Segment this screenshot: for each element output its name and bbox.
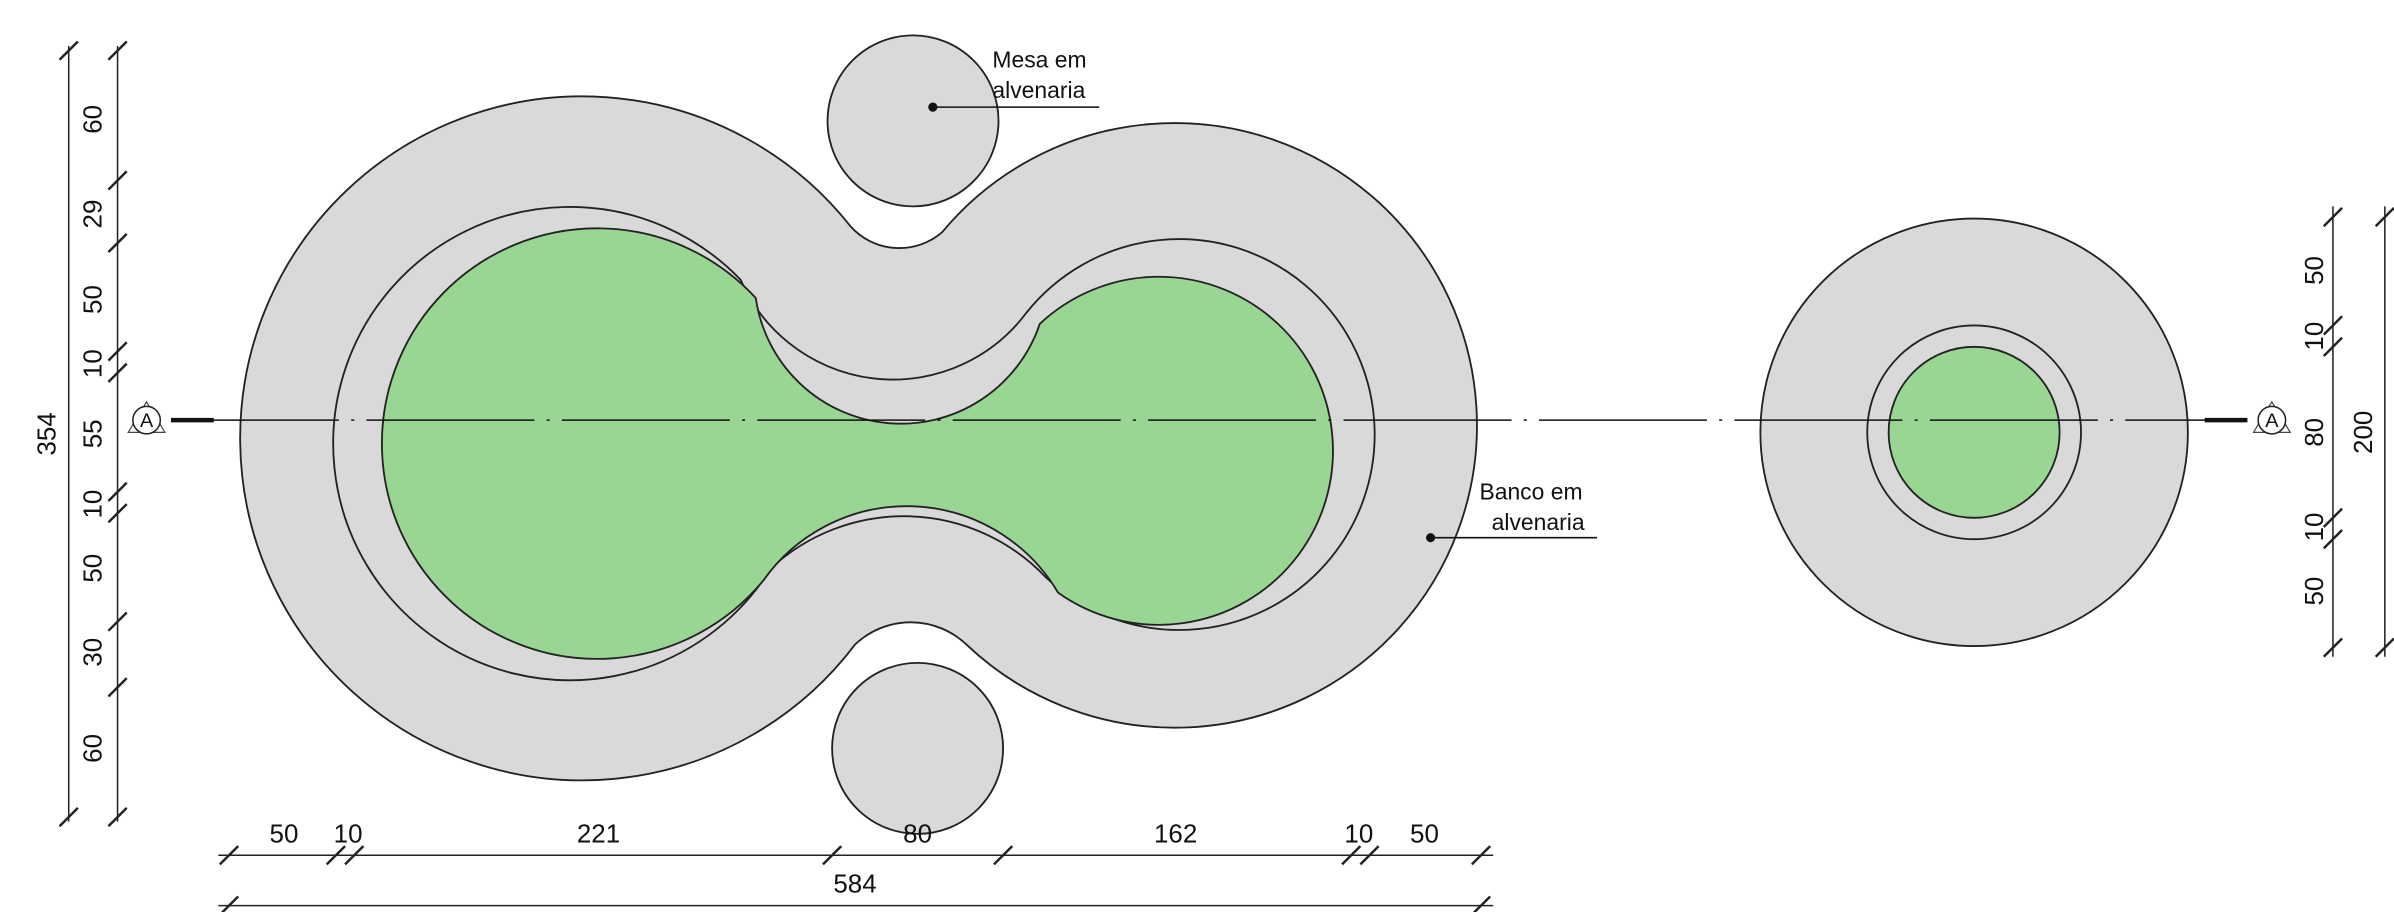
dim-tick [2322,207,2343,228]
dim-tick [107,677,128,698]
callout-text: alvenaria [1492,509,1585,535]
dim-tick [107,40,128,61]
table [831,661,1005,835]
dim-tick [2374,637,2394,658]
table [826,34,1000,208]
dim-tick [2322,315,2343,336]
dim-tick [220,895,240,912]
dim-label: 80 [2301,418,2329,447]
dim-label: 50 [1410,820,1439,848]
dim-tick [107,611,128,632]
dim-label: 80 [903,820,932,848]
dim-label: 354 [34,412,62,455]
dim-tick [822,845,843,866]
dim-label: 10 [80,490,108,519]
section-label: A [140,410,154,432]
dim-label: 162 [1154,820,1197,848]
dim-label: 10 [2301,322,2329,351]
section-marker: A [2252,400,2292,435]
dim-tick [58,807,79,828]
dim-tick [1470,845,1492,866]
dim-tick [1341,845,1362,866]
callout-text: alvenaria [992,77,1085,103]
dim-label: 50 [270,820,299,848]
dim-label: 10 [80,349,108,378]
bench-callout: Banco em alvenaria [1426,478,1598,543]
dim-tick [2322,529,2343,550]
dim-label: 10 [334,820,363,848]
dim-tick [1359,845,1380,866]
dim-tick [2374,207,2394,228]
dim-tick [107,232,128,254]
dim-label: 30 [80,638,108,667]
dim-label: 10 [1344,820,1373,848]
dim-tick [325,845,346,866]
dim-tick [107,170,128,191]
dim-tick [993,845,1014,866]
dim-label: 29 [80,200,108,229]
round-planter [1887,345,2061,519]
callout-text: Mesa em [992,46,1086,72]
dim-label: 50 [2301,577,2329,606]
dim-tick [107,481,128,502]
dim-tick [107,807,128,828]
dim-label: 200 [2350,411,2378,454]
dim-tick [107,341,128,362]
dim-label: 50 [2301,256,2329,285]
table-callout: Mesa em alvenaria [928,46,1100,112]
section-marker: A [127,400,166,435]
dim-label: 584 [833,871,876,899]
dim-tick [218,845,240,866]
dim-tick [58,40,79,61]
dim-label: 10 [2301,513,2329,542]
dim-tick [2322,507,2343,528]
dim-label: 221 [577,820,620,848]
callout-text: Banco em [1479,478,1582,504]
planter [381,227,1334,660]
dim-label: 55 [80,419,108,448]
dim-tick [2322,336,2343,357]
dim-tick [107,362,128,383]
dim-tick [2322,637,2343,658]
dim-label: 50 [80,285,108,314]
dim-tick [344,845,365,866]
dim-tick [1472,895,1492,912]
dim-label: 60 [80,105,108,134]
dim-label: 50 [80,554,108,583]
dim-tick [107,503,128,524]
section-label: A [2265,410,2279,432]
dimensions: 60 29 50 10 55 10 50 30 60 354 50 10 221 80 162 10 50 584… [34,40,2394,912]
dim-label: 60 [80,734,108,763]
